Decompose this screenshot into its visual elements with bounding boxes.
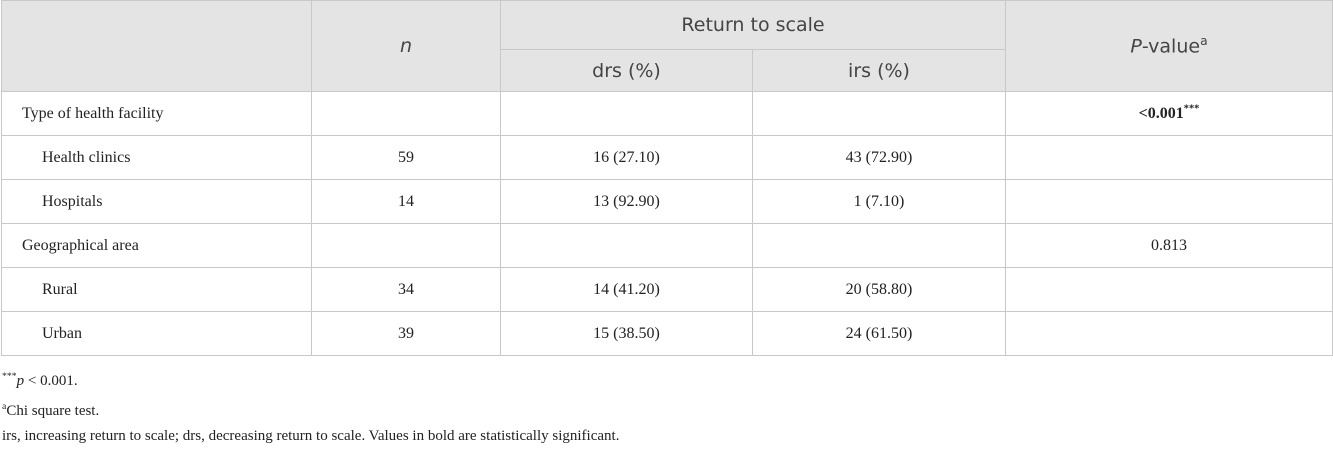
p-value: 0.813 xyxy=(1005,223,1333,268)
cell xyxy=(311,223,501,268)
table-body: Type of health facility <0.001*** Health c… xyxy=(1,91,1333,356)
cell: 34 xyxy=(311,267,501,312)
cell xyxy=(1005,267,1333,312)
data-row: Urban 39 15 (38.50) 24 (61.50) xyxy=(1,311,1333,356)
text: irs, increasing return to scale; drs, de… xyxy=(2,428,620,444)
cell: 15 (38.50) xyxy=(500,311,753,356)
header-cell: P-valuea xyxy=(1005,0,1333,92)
cell: 13 (92.90) xyxy=(500,179,753,224)
group-label: Geographical area xyxy=(1,223,312,268)
text: Chi square test. xyxy=(6,403,100,419)
cell xyxy=(500,223,753,268)
row-label: Rural xyxy=(1,267,312,312)
header-cell: n xyxy=(311,0,501,92)
text: < 0.001. xyxy=(24,373,78,389)
data-row: Hospitals 14 13 (92.90) 1 (7.10) xyxy=(1,179,1333,224)
superscript: *** xyxy=(1183,103,1200,115)
footnote: ***p < 0.001. xyxy=(2,364,1333,394)
cell: 39 xyxy=(311,311,501,356)
cell: 24 (61.50) xyxy=(751,311,1007,356)
cell: 59 xyxy=(311,135,501,180)
superscript: *** xyxy=(2,371,17,382)
cell xyxy=(1005,311,1333,356)
italic-text: p xyxy=(16,373,25,389)
cell: 1 (7.10) xyxy=(751,179,1007,224)
data-row: Health clinics 59 16 (27.10) 43 (72.90) xyxy=(1,135,1333,180)
text: -value xyxy=(1141,35,1201,58)
text: <0.001 xyxy=(1138,105,1184,123)
header-subcell: irs (%) xyxy=(751,49,1007,92)
text: 0.813 xyxy=(1151,236,1188,254)
cell xyxy=(1005,135,1333,180)
header-subcell: drs (%) xyxy=(500,49,753,92)
group-row: Type of health facility <0.001*** xyxy=(1,91,1333,136)
footnote: irs, increasing return to scale; drs, de… xyxy=(2,424,1333,449)
group-row: Geographical area 0.813 xyxy=(1,223,1333,268)
footnotes: ***p < 0.001. aChi square test. irs, incre… xyxy=(0,364,1333,449)
cell xyxy=(1005,179,1333,224)
data-row: Rural 34 14 (41.20) 20 (58.80) xyxy=(1,267,1333,312)
header-row: drs (%) irs (%) xyxy=(2,49,1333,92)
superscript: a xyxy=(2,401,7,412)
italic-text: P xyxy=(1130,35,1142,58)
header-row: n Return to scale P-valuea xyxy=(1,0,1333,92)
cell xyxy=(500,91,753,136)
header-group: Return to scale xyxy=(499,0,1007,50)
row-label: Urban xyxy=(1,311,312,356)
cell: 43 (72.90) xyxy=(751,135,1007,180)
p-value: <0.001*** xyxy=(1005,91,1333,136)
row-label: Health clinics xyxy=(1,135,312,180)
cell xyxy=(751,91,1007,136)
group-label: Type of health facility xyxy=(1,91,312,136)
header-n: n xyxy=(399,35,413,57)
cell xyxy=(751,223,1007,268)
footnote: aChi square test. xyxy=(2,394,1333,424)
cell: 14 xyxy=(311,179,501,224)
bold-text: <0.001*** xyxy=(1138,103,1200,123)
results-table: n Return to scale P-valuea drs (%) irs (%) T… xyxy=(1,0,1333,356)
superscript: a xyxy=(1200,34,1208,49)
cell: 20 (58.80) xyxy=(751,267,1007,312)
cell: 16 (27.10) xyxy=(500,135,753,180)
cell xyxy=(311,91,501,136)
cell: 14 (41.20) xyxy=(500,267,753,312)
table-header: n Return to scale P-valuea drs (%) irs (%) xyxy=(1,0,1333,92)
header-cell xyxy=(1,0,312,92)
row-label: Hospitals xyxy=(1,179,312,224)
